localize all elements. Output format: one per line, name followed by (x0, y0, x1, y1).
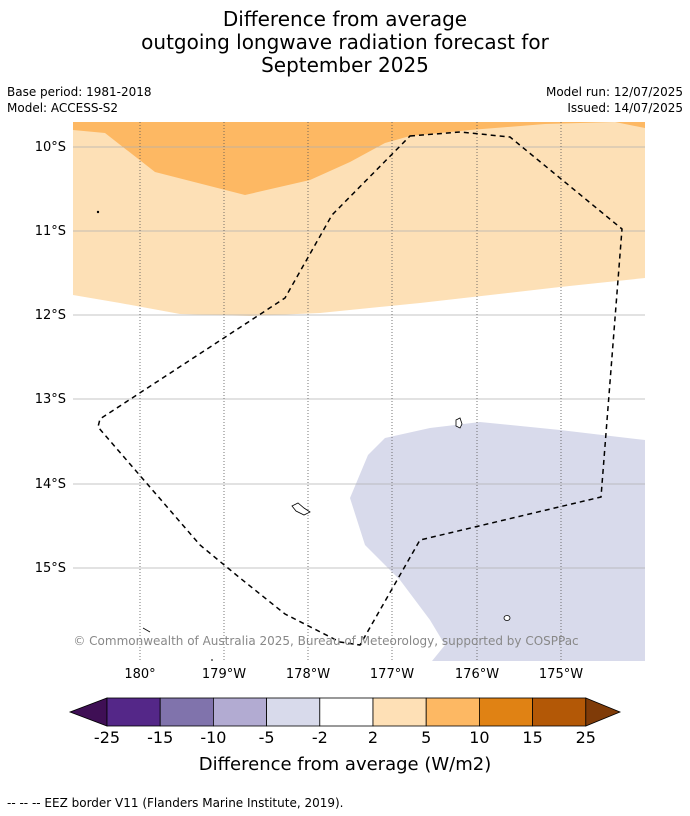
lat-label-11s: 11°S (35, 224, 66, 239)
colorbar-tick-label: -2 (312, 728, 328, 747)
latitude-labels: 10°S 11°S 12°S 13°S 14°S 15°S (35, 140, 66, 576)
lon-label-178w: 178°W (286, 667, 330, 682)
lat-label-14s: 14°S (35, 477, 66, 492)
map-area (73, 122, 645, 661)
latitude-gridlines (73, 146, 645, 569)
colorbar-block (532, 697, 587, 727)
lat-label-13s: 13°S (35, 392, 66, 407)
colorbar-tick-label: -5 (259, 728, 275, 747)
island-wallis (455, 417, 463, 429)
title-line-3: September 2025 (261, 53, 429, 77)
meta-left: Base period: 1981-2018 Model: ACCESS-S2 (7, 84, 152, 116)
colorbar-ticks: -25 -15 -10 -5 -2 2 5 10 15 25 (94, 728, 596, 747)
colorbar-tick-label: 2 (368, 728, 378, 747)
island-east (503, 615, 511, 621)
colorbar-tick-label: 15 (522, 728, 542, 747)
model-name: Model: ACCESS-S2 (7, 101, 119, 115)
issued-date: Issued: 14/07/2025 (567, 101, 683, 115)
colorbar-label: Difference from average (W/m2) (199, 754, 491, 775)
title-line-2: outgoing longwave radiation forecast for (141, 30, 549, 54)
eez-footnote: -- -- -- EEZ border V11 (Flanders Marine… (7, 796, 344, 810)
islet-northwest (96, 210, 100, 214)
map-title: Difference from average outgoing longwav… (0, 8, 690, 77)
colorbar-blocks (68, 697, 622, 727)
model-run: Model run: 12/07/2025 (545, 85, 683, 99)
anomaly-neg-5-2-region (350, 422, 645, 661)
lat-label-12s: 12°S (35, 308, 66, 323)
meta-right: Model run: 12/07/2025 Issued: 14/07/2025 (546, 84, 683, 116)
lon-label-180: 180° (124, 667, 155, 682)
anomaly-5-10-region (73, 122, 645, 195)
colorbar-block (106, 697, 161, 727)
colorbar-block (478, 697, 533, 727)
colorbar-block (425, 697, 480, 727)
lon-label-177w: 177°W (370, 667, 414, 682)
island-alofi-futuna (291, 502, 311, 516)
colorbar-tick-label: -10 (200, 728, 226, 747)
island-southwest (142, 627, 151, 633)
colorbar-block (372, 697, 427, 727)
lat-label-10s: 10°S (35, 140, 66, 155)
lon-label-175w: 175°W (539, 667, 583, 682)
colorbar-extend-low (68, 697, 108, 727)
title-line-1: Difference from average (222, 7, 468, 31)
colorbar-tick-label: -15 (147, 728, 173, 747)
colorbar-block (266, 697, 321, 727)
colorbar: -25 -15 -10 -5 -2 2 5 10 15 25 Difference from av… (68, 697, 622, 775)
base-period: Base period: 1981-2018 (7, 85, 152, 99)
colorbar-tick-label: -25 (94, 728, 120, 747)
colorbar-tick-label: 10 (469, 728, 489, 747)
colorbar-block (159, 697, 214, 727)
lon-label-176w: 176°W (455, 667, 499, 682)
colorbar-tick-label: 25 (576, 728, 596, 747)
eez-border (97, 131, 623, 646)
islands (96, 210, 511, 633)
colorbar-block (319, 697, 374, 727)
lat-label-15s: 15°S (35, 561, 66, 576)
colorbar-block (212, 697, 267, 727)
colorbar-extend-high (585, 697, 622, 727)
lon-label-179w: 179°W (202, 667, 246, 682)
colorbar-tick-label: 5 (421, 728, 431, 747)
copyright-notice: © Commonwealth of Australia 2025, Bureau… (73, 634, 578, 648)
longitude-labels: 180° 179°W 178°W 177°W 176°W 175°W (124, 667, 583, 682)
